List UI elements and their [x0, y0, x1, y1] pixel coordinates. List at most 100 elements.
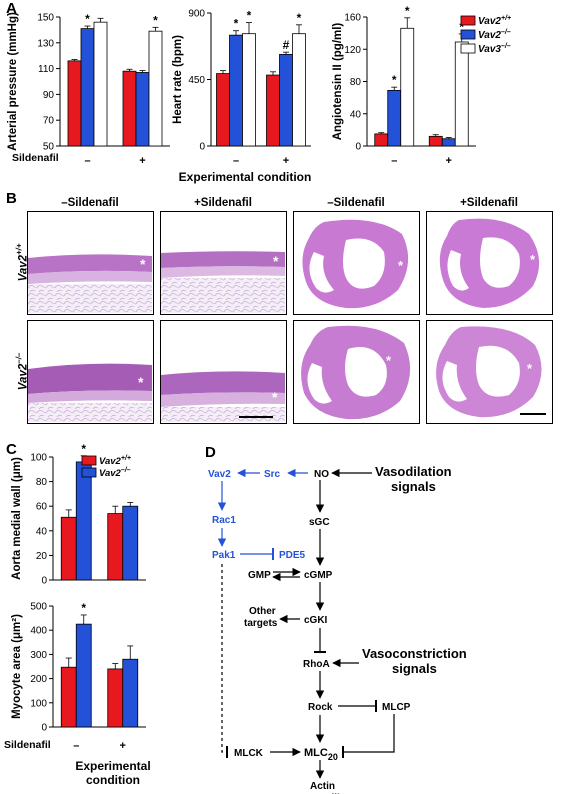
sig-mark-2-0: *	[247, 9, 252, 23]
legend-c-wt: Vav2+/+	[99, 455, 131, 467]
y-tick-label-2: 90	[43, 90, 55, 101]
panel-a-charts: 50 70 90 110 130 150 Arterial pressure (mmHg) *…	[7, 4, 511, 184]
bar-Vav2–/–-1	[122, 658, 139, 728]
y-tick-label-2: 200	[30, 674, 47, 685]
sig-mark-2-0: *	[405, 4, 410, 18]
bar-Vav3–/–-1	[148, 30, 163, 147]
bar-Vav2+/+-0	[216, 73, 230, 147]
bar-Vav3–/–-0	[93, 21, 108, 147]
y-tick-label-5: 100	[30, 453, 47, 464]
y-axis-label: Aorta medial wall (μm)	[11, 457, 23, 580]
panel-label-a: A	[6, 0, 17, 17]
bar-Vav2–/–-0	[75, 461, 92, 581]
panel-label-c: C	[6, 441, 17, 458]
y-axis-label: Heart rate (bpm)	[172, 35, 184, 124]
chart-myocyte-area: 0 100 200 300 400 500 Myocyte area (μm²) * – +	[11, 601, 146, 752]
node-mlck: MLCK	[234, 748, 264, 759]
heart-ko-no-sildenafil: *	[293, 320, 420, 424]
legend-a: Vav2+/+ Vav2–/– Vav3–/–	[460, 15, 511, 55]
node-vasoconstriction-1: Vasoconstriction	[362, 646, 467, 661]
y-tick-label-3: 110	[38, 64, 54, 75]
bar-Vav2–/–-1	[122, 505, 139, 581]
bar-Vav2+/+-1	[266, 74, 280, 147]
node-src: Src	[264, 469, 281, 480]
sildenafil-label-c: Sildenafil	[4, 739, 51, 751]
bar-Vav2+/+-0	[67, 60, 82, 147]
category-label-0: –	[391, 155, 397, 167]
y-tick-label-2: 900	[188, 9, 205, 20]
category-label-1: +	[283, 155, 289, 167]
bar-Vav2+/+-0	[374, 133, 389, 147]
legend-vav2-ko: Vav2–/–	[478, 29, 511, 41]
node-cgmp: cGMP	[304, 570, 333, 581]
col-title-4: +Sildenafil	[460, 197, 518, 209]
y-tick-label-1: 20	[36, 551, 48, 562]
category-label-1: +	[139, 155, 145, 167]
node-sgc: sGC	[309, 517, 330, 528]
legend-c-swatch-wt	[81, 455, 97, 466]
col-title-1: –Sildenafil	[61, 197, 119, 209]
y-tick-label-4: 130	[37, 38, 54, 49]
node-pak1: Pak1	[212, 550, 236, 561]
node-other-1: Other	[249, 606, 276, 617]
y-tick-label-0: 0	[41, 576, 47, 587]
sig-mark-1-0: *	[234, 17, 239, 31]
panel-label-d: D	[205, 444, 216, 461]
y-tick-label-4: 160	[344, 13, 361, 24]
sig-mark-1-0: *	[81, 442, 86, 456]
bar-Vav2+/+-1	[107, 668, 124, 728]
y-axis-label: Angiotensin II (pg/ml)	[332, 23, 344, 141]
bar-Vav2–/–-1	[279, 53, 293, 147]
node-mlc20: MLC20	[304, 747, 338, 762]
svg-text:*: *	[386, 353, 392, 368]
node-rhoa: RhoA	[303, 659, 330, 670]
sig-mark-1-1: #	[283, 38, 290, 52]
legend-vav2-wt: Vav2+/+	[478, 15, 511, 27]
node-pde5: PDE5	[279, 550, 306, 561]
category-label-0: –	[233, 155, 239, 167]
bar-Vav2–/–-0	[229, 34, 243, 147]
panel-c-charts: 0 20 40 60 80 100 Aorta medial wall (μm) * 0 100…	[4, 442, 151, 787]
aorta-ko-sildenafil: *	[160, 320, 287, 424]
y-tick-label-4: 400	[30, 626, 47, 637]
sig-mark-2-1: *	[297, 11, 302, 25]
y-tick-label-5: 500	[30, 602, 47, 613]
node-other-2: targets	[244, 618, 278, 629]
bar-Vav2–/–-0	[387, 89, 402, 147]
heart-wt-sildenafil: *	[426, 211, 553, 315]
y-tick-label-1: 450	[188, 75, 205, 86]
y-tick-label-4: 80	[36, 477, 48, 488]
panel-label-b: B	[6, 190, 17, 207]
svg-text:*: *	[272, 389, 278, 405]
bar-Vav2–/–-1	[441, 138, 456, 147]
xaxis-title-a: Experimental condition	[179, 170, 312, 184]
aorta-ko-no-sildenafil: *	[27, 320, 154, 424]
category-label-1: +	[446, 155, 452, 167]
y-tick-label-2: 80	[350, 77, 362, 88]
bar-Vav2+/+-0	[60, 666, 77, 728]
y-tick-label-1: 40	[350, 109, 362, 120]
node-no: NO	[314, 469, 329, 480]
y-tick-label-3: 120	[344, 45, 361, 56]
bar-Vav3–/–-0	[400, 27, 415, 147]
bar-Vav2+/+-1	[107, 513, 124, 581]
legend-c: Vav2+/+ Vav2–/–	[81, 455, 131, 479]
col-title-3: –Sildenafil	[327, 197, 385, 209]
legend-vav3-ko: Vav3–/–	[478, 43, 511, 55]
node-vasodilation-2: signals	[391, 479, 436, 494]
xaxis-title-c-1: Experimental	[75, 759, 150, 773]
y-tick-label-0: 0	[41, 723, 47, 734]
node-gmp: GMP	[248, 570, 271, 581]
bar-Vav2+/+-0	[60, 516, 77, 581]
svg-text:*: *	[530, 252, 536, 267]
bar-Vav2–/–-1	[135, 72, 150, 147]
chart-arterial-pressure: 50 70 90 110 130 150 Arterial pressure (mmHg) *…	[7, 12, 170, 167]
y-tick-label-1: 70	[43, 116, 55, 127]
aorta-wt-no-sildenafil: *	[27, 211, 154, 315]
y-tick-label-3: 300	[30, 650, 47, 661]
y-tick-label-0: 0	[355, 142, 361, 153]
legend-swatch-vav2-wt	[460, 15, 476, 26]
col-title-2: +Sildenafil	[194, 197, 252, 209]
node-vav2: Vav2	[208, 469, 231, 480]
y-axis-label: Arterial pressure (mmHg)	[7, 12, 19, 151]
